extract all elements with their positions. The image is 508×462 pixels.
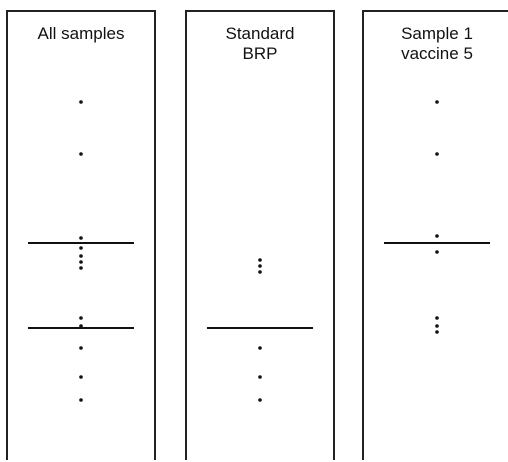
- data-point: [258, 258, 262, 262]
- panel-title-line: All samples: [37, 24, 125, 43]
- data-point: [435, 152, 439, 156]
- data-point: [258, 346, 262, 350]
- data-point: [435, 316, 439, 320]
- panel-title-line: Sample 1: [401, 24, 473, 43]
- data-point: [258, 398, 262, 402]
- panel-title-line: vaccine 5: [401, 44, 473, 63]
- data-point: [258, 264, 262, 268]
- panel-title: Sample 1 vaccine 5: [364, 24, 508, 64]
- panel-title: Standard BRP: [187, 24, 333, 64]
- panel-title-line: Standard: [225, 24, 295, 43]
- data-point: [79, 324, 83, 328]
- data-point: [79, 266, 83, 270]
- data-point: [258, 375, 262, 379]
- plot-area: [28, 100, 134, 402]
- data-point: [79, 375, 83, 379]
- panel-sample-1-vaccine-5: Sample 1 vaccine 5: [362, 10, 508, 460]
- panel-title-line: BRP: [242, 44, 278, 63]
- data-point: [79, 254, 83, 258]
- data-point: [435, 250, 439, 254]
- data-point: [79, 346, 83, 350]
- data-point: [79, 152, 83, 156]
- data-point: [435, 330, 439, 334]
- data-point: [258, 270, 262, 274]
- panel-all-samples: All samples: [6, 10, 156, 460]
- data-point: [79, 398, 83, 402]
- data-point: [435, 234, 439, 238]
- data-point: [79, 236, 83, 240]
- plot-area: [207, 258, 313, 402]
- plot-area: [384, 100, 490, 334]
- data-point: [79, 316, 83, 320]
- data-point: [435, 324, 439, 328]
- data-point: [79, 246, 83, 250]
- data-point: [79, 260, 83, 264]
- data-point: [435, 100, 439, 104]
- data-point: [79, 100, 83, 104]
- panel-title: All samples: [8, 24, 154, 44]
- panel-standard-brp: Standard BRP: [185, 10, 335, 460]
